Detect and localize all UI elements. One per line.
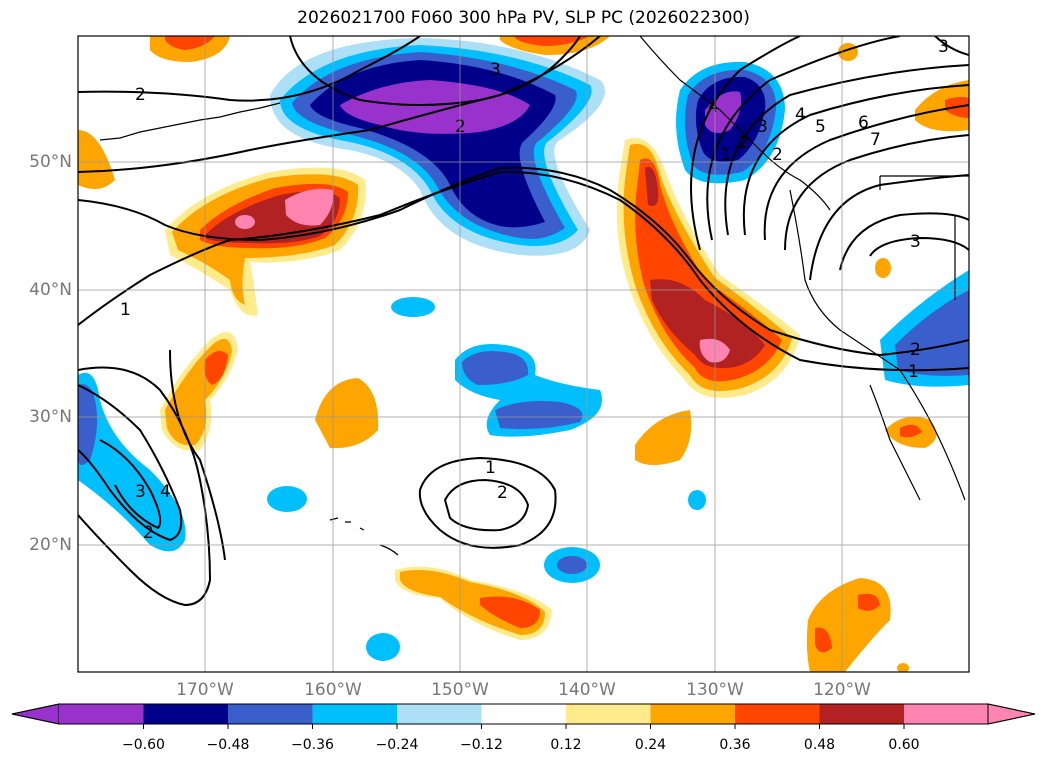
contour-label: 2 xyxy=(497,483,508,503)
colorbar-segment xyxy=(819,704,904,724)
colorbar-segment xyxy=(566,704,651,724)
negative-pv-blob-central xyxy=(455,344,602,437)
colorbar-segment xyxy=(904,704,988,724)
colorbar-segment xyxy=(397,704,482,724)
map-title: 2026021700 F060 300 hPa PV, SLP PC (2026… xyxy=(297,8,750,28)
contour-label: 2 xyxy=(910,340,921,360)
contour-label: 3 xyxy=(135,482,146,502)
lat-label: 20°N xyxy=(29,535,72,555)
colorbar-tick-label: 0.48 xyxy=(803,737,836,753)
colorbar-segment xyxy=(735,704,820,724)
colorbar-tick-label: −0.24 xyxy=(375,737,419,753)
lat-label: 30°N xyxy=(29,407,72,427)
contour-label: 7 xyxy=(870,130,881,150)
contour-label: 2 xyxy=(772,145,783,165)
colorbar-tick-label: −0.48 xyxy=(206,737,250,753)
contour-label: 1 xyxy=(908,362,919,382)
colorbar-segment xyxy=(59,704,144,724)
lon-label: 160°W xyxy=(304,680,362,700)
lon-label: 120°W xyxy=(813,680,871,700)
colorbar-tick-label: −0.12 xyxy=(460,737,503,753)
lat-label: 50°N xyxy=(29,152,72,172)
contour-label: 4 xyxy=(795,105,806,125)
contour-label: 6 xyxy=(858,113,869,133)
lon-label: 150°W xyxy=(431,680,489,700)
lon-label: 130°W xyxy=(686,680,744,700)
contour-label: 1 xyxy=(120,300,131,320)
lat-label: 40°N xyxy=(29,280,72,300)
colorbar-extend-right xyxy=(987,703,1036,725)
contour-label: 1 xyxy=(485,458,496,478)
slp-contours xyxy=(78,36,969,607)
colorbar-tick-label: −0.60 xyxy=(122,737,165,753)
contour-label: 4 xyxy=(160,482,171,502)
colorbar-segment xyxy=(143,704,228,724)
contour-label: 1 xyxy=(720,145,731,165)
positive-pv-small-blobs xyxy=(78,36,969,672)
contour-label: 2 xyxy=(738,133,749,153)
lon-label: 140°W xyxy=(558,680,616,700)
colorbar-tick-label: 0.24 xyxy=(634,737,667,753)
contour-label: 3 xyxy=(938,37,949,57)
map-frame xyxy=(77,35,970,673)
colorbar-segment xyxy=(312,704,397,724)
colorbar xyxy=(11,703,1036,729)
contour-label: 2 xyxy=(135,85,146,105)
colorbar-tick-label: 0.36 xyxy=(719,737,751,753)
colorbar-tick-label: 0.60 xyxy=(888,737,920,753)
gridlines xyxy=(78,36,969,672)
contour-label: 3 xyxy=(757,117,768,137)
negative-pv-blob-east xyxy=(880,270,969,387)
lon-label: 170°W xyxy=(176,680,234,700)
colorbar-segment xyxy=(650,704,735,724)
colorbar-segment xyxy=(481,704,566,724)
colorbar-extend-left xyxy=(11,703,60,725)
colorbar-segment xyxy=(228,704,313,724)
negative-pv-small-blobs xyxy=(267,297,706,661)
contour-label: 3 xyxy=(490,60,501,80)
contour-label: 2 xyxy=(143,523,154,543)
negative-pv-blob-north xyxy=(270,38,605,256)
colorbar-tick-label: −0.36 xyxy=(291,737,334,753)
contour-label: 5 xyxy=(815,117,826,137)
contour-label: 4 xyxy=(708,97,719,117)
contour-label: 3 xyxy=(910,232,921,252)
colorbar-tick-label: 0.12 xyxy=(550,737,582,753)
